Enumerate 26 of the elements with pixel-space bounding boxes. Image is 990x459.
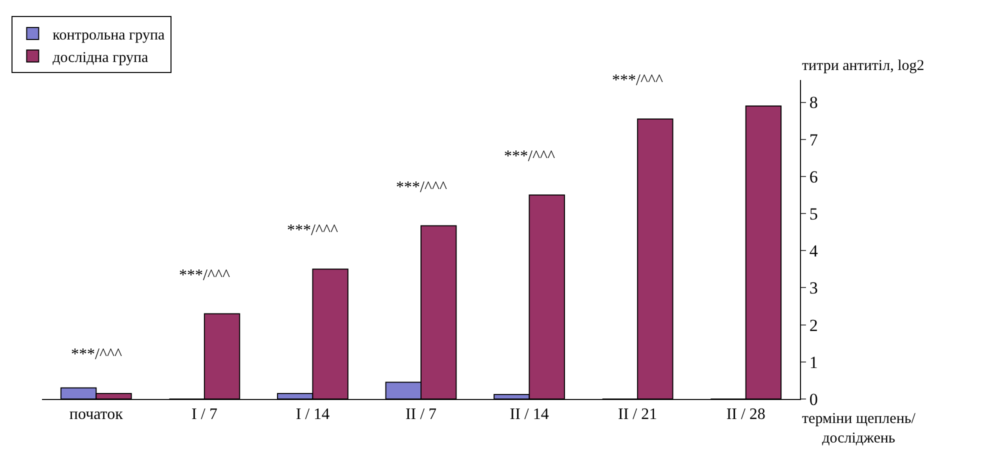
y-tick-label: 7 [809,130,818,150]
x-tick-label: II / 21 [618,406,658,424]
x-tick-label: I / 14 [296,406,330,424]
x-tick-label: I / 7 [192,406,218,424]
y-tick-label: 1 [809,352,818,372]
annotation: ***/^^^ [71,346,122,363]
x-tick-label: II / 7 [405,406,437,424]
y-axis-title: титри антитіл, log2 [802,58,924,74]
y-tick-label: 0 [809,390,818,409]
x-tick-label: II / 14 [510,406,549,424]
annotation: ***/^^^ [504,148,556,165]
x-axis-title: терміни щеплень/ досліджень [802,411,916,446]
annotation: ***/^^^ [396,179,448,196]
annotation: ***/^^^ [179,267,230,284]
legend-label: контрольна група [52,27,166,44]
x-tick-label: початок [69,406,124,424]
y-tick-label: 3 [809,278,818,298]
y-tick-label: 6 [809,167,818,186]
y-tick-label: 4 [809,242,818,261]
legend-label: дослідна група [52,50,149,66]
annotation: ***/^^^ [612,72,664,89]
annotation: ***/^^^ [287,222,338,239]
y-tick-label: 8 [809,93,818,112]
y-tick-label: 2 [809,316,818,335]
x-tick-label: II / 28 [726,406,766,424]
y-tick-label: 5 [809,204,818,224]
